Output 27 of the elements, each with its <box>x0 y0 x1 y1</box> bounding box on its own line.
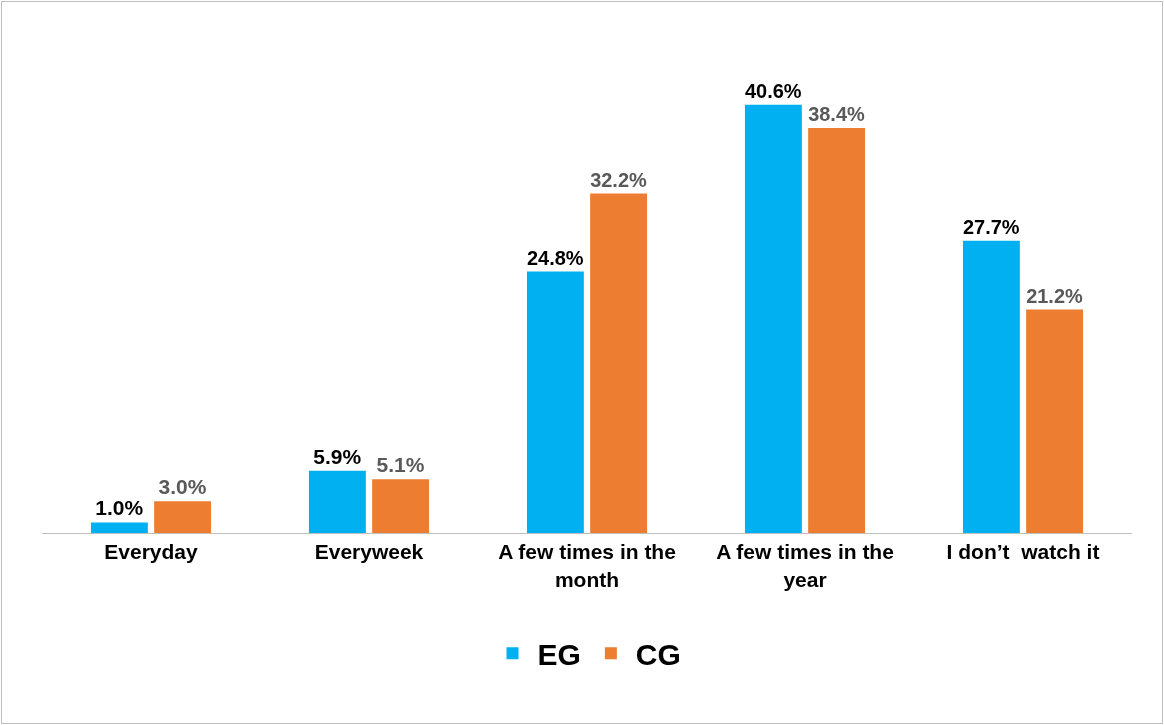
legend-label: EG <box>537 637 581 671</box>
x-tick-label: Everyweek <box>314 540 424 564</box>
legend-label: CG <box>635 637 681 671</box>
data-label: 1.0% <box>95 496 144 520</box>
bar <box>308 470 366 533</box>
data-label: 21.2% <box>1026 284 1083 307</box>
data-label: 38.4% <box>808 103 865 126</box>
data-label: 3.0% <box>158 475 207 499</box>
x-tick-label: A few times in the month <box>498 540 676 591</box>
bar <box>154 501 212 533</box>
bar <box>744 104 802 533</box>
bar <box>808 128 866 533</box>
bar <box>90 522 148 533</box>
bar <box>590 193 648 533</box>
data-label: 32.2% <box>590 168 647 191</box>
data-label: 5.9% <box>313 444 362 468</box>
x-tick-label: A few times in the year <box>716 540 894 591</box>
data-label: 5.1% <box>376 453 425 477</box>
data-label: 24.8% <box>526 246 584 269</box>
bar <box>962 240 1020 533</box>
data-label: 27.7% <box>962 216 1020 239</box>
bar <box>1026 309 1084 533</box>
x-tick-label: Everyday <box>104 540 199 564</box>
x-tick-label: I don’t watch it <box>946 540 1100 564</box>
data-label: 40.6% <box>744 80 802 103</box>
bar <box>372 479 430 533</box>
bar <box>526 271 584 533</box>
